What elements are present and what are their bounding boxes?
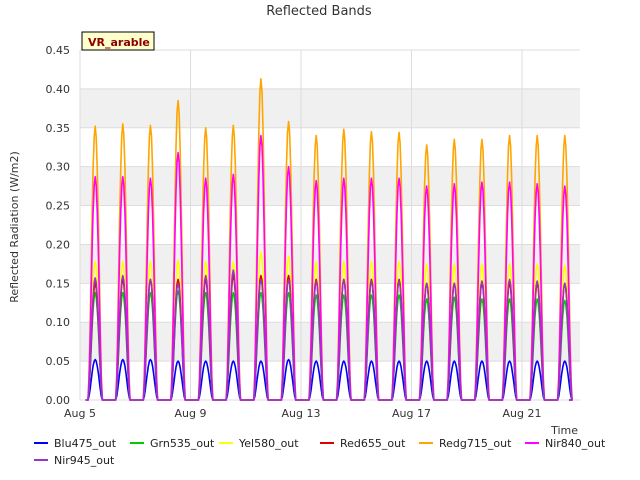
x-tick-label: Aug 21 <box>502 407 541 420</box>
x-tick-label: Aug 9 <box>175 407 207 420</box>
x-tick-label: Aug 5 <box>64 407 96 420</box>
y-tick-label: 0.40 <box>46 83 71 96</box>
y-tick-label: 0.00 <box>46 394 71 407</box>
y-tick-label: 0.35 <box>46 122 71 135</box>
x-tick-label: Aug 17 <box>392 407 431 420</box>
legend-label: Red655_out <box>340 437 406 450</box>
legend: Blu475_out Grn535_out Yel580_out Red655_out… <box>34 437 606 467</box>
y-tick-label: 0.45 <box>46 44 71 57</box>
plot-band <box>80 166 580 206</box>
y-axis-ticks: 0.00 0.05 0.10 0.15 0.20 0.25 0.30 0.35 0.40 0.45 <box>46 44 71 407</box>
legend-label: Grn535_out <box>150 437 215 450</box>
x-axis-ticks: Aug 5 Aug 9 Aug 13 Aug 17 Aug 21 <box>64 407 541 420</box>
legend-label: Nir840_out <box>545 437 606 450</box>
plot-background <box>80 50 580 400</box>
plot-band <box>80 88 580 128</box>
y-tick-label: 0.30 <box>46 161 71 174</box>
legend-label: Nir945_out <box>54 454 115 467</box>
plot-band <box>80 322 580 362</box>
y-tick-label: 0.20 <box>46 238 71 251</box>
legend-label: Yel580_out <box>238 437 299 450</box>
plot-band <box>80 244 580 284</box>
badge-label: VR_arable <box>88 36 150 49</box>
y-tick-label: 0.05 <box>46 355 71 368</box>
y-tick-label: 0.10 <box>46 316 71 329</box>
chart-title: Reflected Bands <box>266 4 372 19</box>
x-tick-label: Aug 13 <box>282 407 321 420</box>
y-tick-label: 0.25 <box>46 200 71 213</box>
x-axis-label: Time <box>550 424 578 437</box>
station-badge: VR_arable <box>81 31 155 51</box>
series-layer <box>85 78 573 401</box>
series-line-Nir945_out <box>85 269 573 401</box>
y-tick-label: 0.15 <box>46 277 71 290</box>
legend-label: Redg715_out <box>439 437 512 450</box>
badge-box <box>81 31 155 51</box>
grid-lines <box>79 49 580 401</box>
legend-label: Blu475_out <box>54 437 117 450</box>
y-axis-label: Reflected Radiation (W/m2) <box>8 151 21 303</box>
